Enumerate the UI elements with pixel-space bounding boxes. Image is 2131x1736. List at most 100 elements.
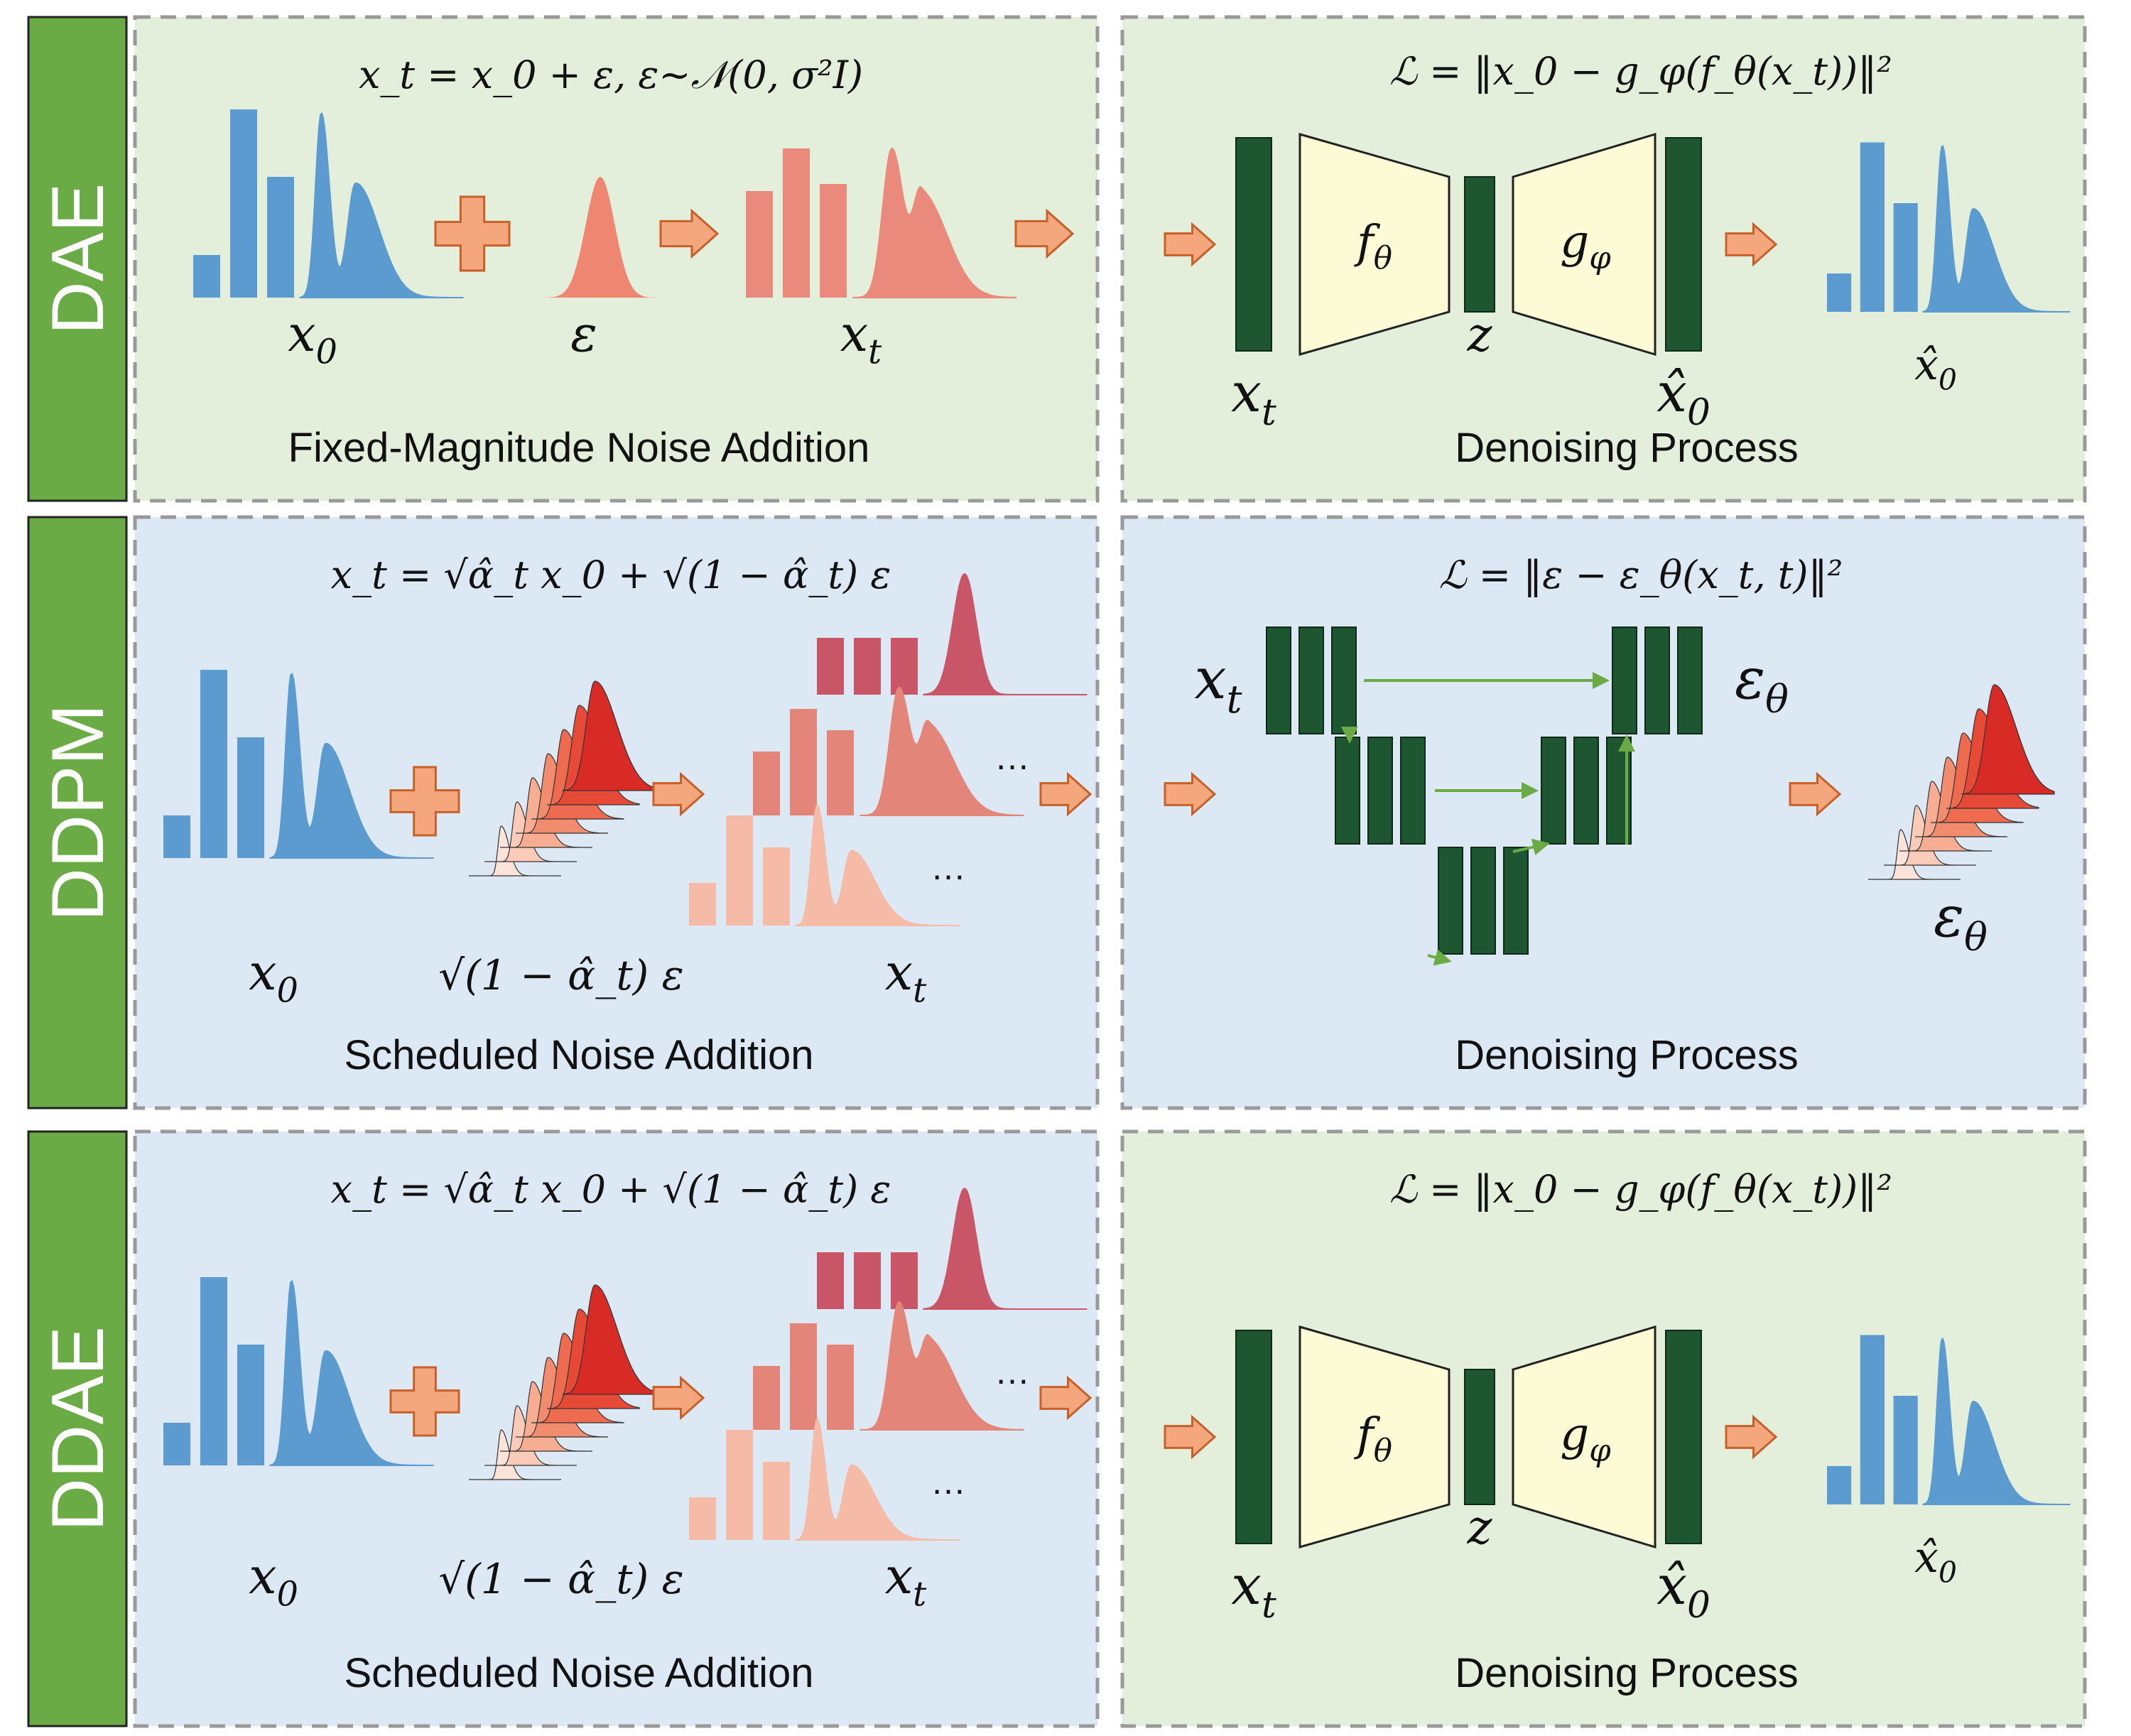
decoder-label: gφ xyxy=(1560,216,1611,276)
density-curve xyxy=(795,1418,960,1541)
flow-arrow-icon xyxy=(659,208,720,259)
histogram-bar xyxy=(237,1345,264,1465)
unet-decoder-block xyxy=(1677,626,1703,734)
histogram-bar xyxy=(237,737,264,858)
svg-text:z: z xyxy=(1467,1500,1493,1555)
clean-signal-x0 xyxy=(163,1277,434,1466)
histogram-bar xyxy=(817,638,844,695)
unet-bottleneck-block xyxy=(1438,847,1463,955)
histogram-bar xyxy=(753,752,780,815)
svg-text:xt: xt xyxy=(885,943,927,1011)
histogram-bar xyxy=(689,883,716,926)
row-label-bar xyxy=(27,16,128,502)
histogram-bar xyxy=(200,1277,227,1465)
svg-text:fθ: fθ xyxy=(1354,1409,1392,1469)
noise-formula: x_t = x_0 + ε, ε~𝒩(0, σ²I) xyxy=(359,53,863,97)
histogram-bar xyxy=(230,109,257,298)
row-label-bar xyxy=(27,1130,128,1727)
unet-encoder-block xyxy=(1367,737,1393,845)
histogram-bar xyxy=(193,255,220,298)
density-curve xyxy=(860,686,1024,816)
label-latent-z: z xyxy=(1467,1500,1493,1555)
histogram-bar xyxy=(1893,203,1918,312)
latent-layer xyxy=(1464,176,1495,313)
noisy-signal-step xyxy=(817,1187,1088,1310)
histogram-bar xyxy=(854,638,881,695)
svg-text:xt: xt xyxy=(1231,1553,1276,1627)
latent-layer xyxy=(1464,1369,1495,1505)
decoder-block xyxy=(1512,132,1656,357)
svg-text:x̂0: x̂0 xyxy=(1656,361,1710,434)
flow-arrow-icon xyxy=(652,771,705,817)
svg-text:x0: x0 xyxy=(249,1547,298,1615)
ellipsis: … xyxy=(931,1462,966,1502)
flow-arrow-icon xyxy=(1725,222,1778,267)
histogram-bar xyxy=(790,1323,817,1430)
histogram-bar xyxy=(1860,1335,1885,1504)
noise-caption: Fixed-Magnitude Noise Addition xyxy=(288,425,870,471)
loss-formula: ℒ = ‖x_0 − g_φ(f_θ(x_t))‖² xyxy=(1389,49,1892,94)
row-label-bar xyxy=(27,516,128,1110)
histogram-bar xyxy=(790,709,817,815)
svg-text:x̂0: x̂0 xyxy=(1656,1553,1710,1627)
label-latent-z: z xyxy=(1467,308,1493,362)
svg-text:fθ: fθ xyxy=(1354,216,1392,276)
histogram-bar xyxy=(827,730,854,815)
histogram-bar xyxy=(827,1345,854,1430)
histogram-bar xyxy=(689,1497,716,1540)
density-curve xyxy=(795,803,960,926)
unet-bottleneck-block xyxy=(1503,847,1529,955)
row-label: DDPM xyxy=(37,704,119,921)
histogram-bar xyxy=(891,1252,918,1309)
svg-text:εθ: εθ xyxy=(1735,646,1789,722)
encoder-label: fθ xyxy=(1354,1409,1392,1469)
label-output-eps: εθ xyxy=(1934,884,1988,960)
unet-encoder-block xyxy=(1331,626,1357,734)
ellipsis: … xyxy=(931,847,966,887)
flow-arrow-icon xyxy=(652,1375,705,1421)
noise-caption: Scheduled Noise Addition xyxy=(344,1032,813,1078)
histogram-bar xyxy=(200,670,227,858)
unet-decoder-block xyxy=(1644,626,1670,734)
label-input-xt: xt xyxy=(1231,1553,1276,1627)
noisy-signal-step xyxy=(753,686,1024,816)
ellipsis: … xyxy=(994,1352,1030,1391)
denoise-panel xyxy=(1120,515,2087,1110)
noisy-signal-step xyxy=(817,573,1088,695)
density-curve xyxy=(269,672,434,859)
svg-text:xt: xt xyxy=(885,1547,927,1615)
noise-level-curve xyxy=(562,680,656,791)
density-curve xyxy=(1922,144,2071,313)
label-input-xt: xt xyxy=(1231,361,1276,434)
unet-encoder-block xyxy=(1400,737,1426,845)
histogram-bar xyxy=(1827,273,1852,312)
histogram-bar xyxy=(1860,142,1885,312)
noise-formula: x_t = √α̂_t x_0 + √(1 − α̂_t) ε xyxy=(331,1167,891,1212)
density-curve xyxy=(860,1301,1024,1431)
encoder-block xyxy=(1298,133,1451,356)
flow-arrow-icon xyxy=(1789,771,1842,817)
output-layer xyxy=(1665,137,1702,352)
ellipsis: … xyxy=(994,737,1030,777)
scheduled-noise-stack xyxy=(469,680,656,877)
histogram-bar xyxy=(726,815,753,926)
label-recon-x0hat: x̂0 xyxy=(1656,361,1710,434)
flow-arrow-icon xyxy=(1039,1375,1092,1421)
noisy-signal-step xyxy=(753,1301,1024,1431)
decoder-label: gφ xyxy=(1560,1409,1611,1469)
svg-text:x̂0: x̂0 xyxy=(1914,340,1957,397)
unet-decoder-block xyxy=(1612,626,1637,734)
histogram-bar xyxy=(854,1252,881,1309)
histogram-bar xyxy=(746,191,773,298)
svg-text:gφ: gφ xyxy=(1560,1409,1611,1469)
predicted-noise-stack xyxy=(1868,684,2055,880)
row-label: DDAE xyxy=(37,1326,119,1531)
density-curve xyxy=(852,147,1017,298)
encoder-label: fθ xyxy=(1354,216,1392,276)
flow-arrow-icon xyxy=(1164,771,1217,817)
denoise-caption: Denoising Process xyxy=(1455,1032,1799,1078)
histogram-bar xyxy=(763,1462,790,1540)
histogram-bar xyxy=(763,847,790,926)
noise-caption: Scheduled Noise Addition xyxy=(344,1650,813,1696)
